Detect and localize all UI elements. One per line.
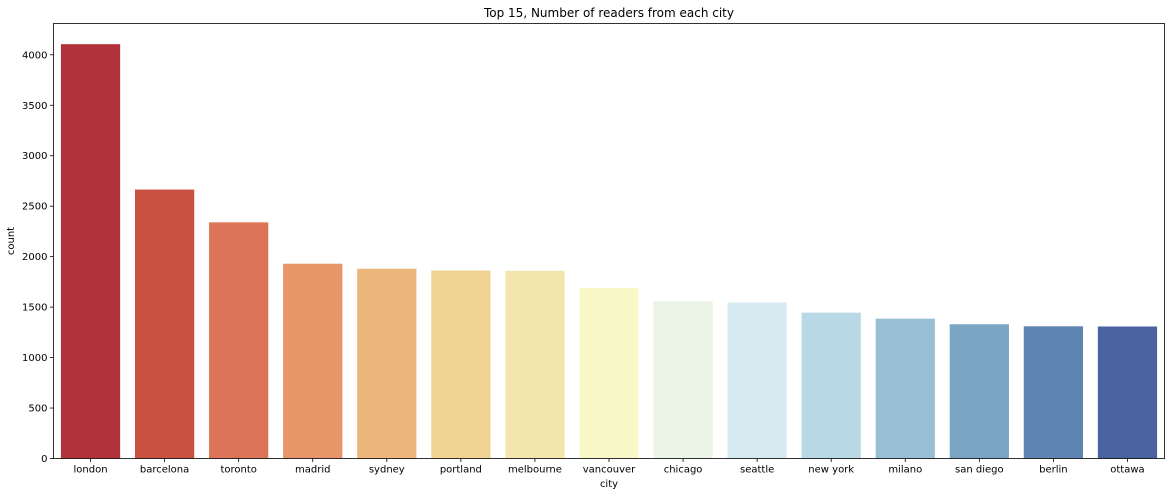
y-tick-label: 4000 (22, 50, 47, 61)
chart-title: Top 15, Number of readers from each city (483, 6, 734, 20)
x-tick-label: chicago (664, 465, 703, 476)
y-tick-label: 3000 (22, 151, 47, 162)
x-tick-label: milano (888, 465, 922, 476)
x-tick-label: vancouver (583, 465, 636, 476)
y-tick-label: 3500 (22, 101, 47, 112)
x-tick-label: london (74, 465, 108, 476)
x-tick-label: melbourne (508, 465, 562, 476)
x-axis-ticks: london barcelona toronto madrid sydney portla… (74, 458, 1145, 476)
x-tick-label: madrid (295, 465, 330, 476)
bar-berlin (1023, 326, 1084, 459)
x-tick-label: san diego (955, 465, 1004, 476)
bar-milano (875, 318, 935, 459)
bar-london (60, 44, 121, 459)
bar-vancouver (579, 287, 639, 459)
y-tick-label: 1500 (22, 303, 47, 314)
y-axis-label: count (6, 227, 17, 255)
x-tick-label: portland (440, 465, 482, 476)
x-tick-label: barcelona (140, 465, 189, 476)
y-axis-ticks: 0 500 1000 1500 2000 2500 3000 3500 4000 (22, 50, 54, 465)
y-tick-label: 500 (28, 404, 47, 415)
x-axis-label: city (600, 479, 618, 490)
bar-seattle (727, 302, 787, 459)
bar-barcelona (134, 189, 195, 459)
bar-new-york (801, 312, 861, 459)
y-tick-label: 2500 (22, 202, 47, 213)
x-tick-label: new york (808, 465, 854, 476)
y-tick-label: 0 (41, 454, 47, 465)
x-tick-label: toronto (220, 465, 256, 476)
x-tick-label: seattle (740, 465, 774, 476)
bar-sydney (357, 268, 417, 459)
x-tick-label: berlin (1039, 465, 1068, 476)
bar-ottawa (1097, 326, 1158, 459)
bar-toronto (209, 222, 269, 459)
bar-melbourne (505, 270, 565, 459)
bars (60, 44, 1158, 459)
y-tick-label: 2000 (22, 252, 47, 263)
x-tick-label: sydney (369, 465, 405, 476)
bar-chicago (653, 301, 713, 459)
x-tick-label: ottawa (1110, 465, 1144, 476)
y-tick-label: 1000 (22, 353, 47, 364)
bar-madrid (283, 263, 343, 459)
bar-san-diego (949, 324, 1009, 459)
plot-area: 0 500 1000 1500 2000 2500 3000 3500 4000 london b… (22, 23, 1165, 476)
bar-portland (431, 270, 491, 459)
